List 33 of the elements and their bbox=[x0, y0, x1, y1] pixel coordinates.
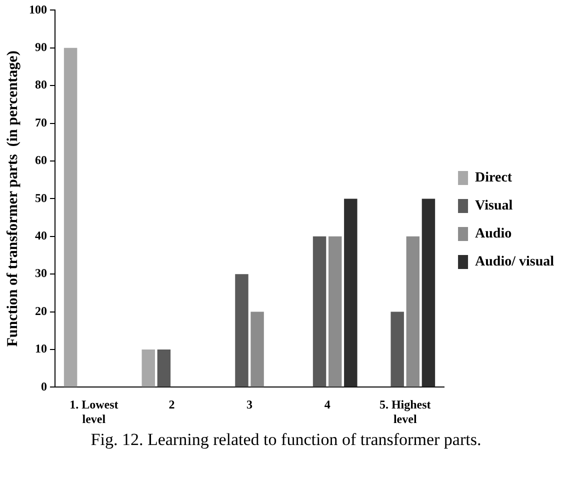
y-tick-label: 60 bbox=[35, 153, 47, 168]
x-tick-label: 5. Highest level bbox=[379, 397, 431, 426]
bar bbox=[422, 198, 436, 387]
y-tick-label: 90 bbox=[35, 40, 47, 54]
y-tick-label: 80 bbox=[35, 78, 47, 92]
bar bbox=[312, 236, 326, 387]
y-axis-title: Function of transformer parts (in percentage) bbox=[4, 50, 21, 347]
bar bbox=[406, 236, 420, 387]
y-tick-label: 0 bbox=[41, 379, 47, 394]
y-tick-label: 100 bbox=[29, 2, 47, 16]
x-tick-label: 3 bbox=[246, 397, 253, 412]
legend-label: Audio/ visual bbox=[475, 254, 554, 270]
legend-label: Audio bbox=[475, 226, 512, 242]
bar bbox=[390, 312, 404, 387]
bar bbox=[142, 350, 155, 387]
y-tick-label: 50 bbox=[35, 190, 47, 205]
legend-label: Visual bbox=[475, 198, 513, 214]
y-tick-label: 10 bbox=[35, 342, 47, 356]
bar bbox=[157, 350, 171, 387]
y-tick-label: 30 bbox=[35, 266, 47, 280]
bar bbox=[235, 274, 248, 387]
x-tick-label: 2 bbox=[168, 397, 175, 412]
x-tick-label: 1. Lowest level bbox=[70, 397, 118, 426]
y-tick-label: 20 bbox=[35, 304, 47, 318]
x-tick-label: 4 bbox=[324, 397, 330, 412]
bar bbox=[250, 312, 264, 387]
y-tick-label: 40 bbox=[35, 228, 47, 242]
bar bbox=[64, 48, 78, 387]
bar bbox=[344, 198, 358, 387]
caption: Fig. 12. Learning related to function of transformer parts. bbox=[90, 430, 482, 450]
bar bbox=[328, 236, 342, 387]
legend-label: Direct bbox=[475, 170, 512, 186]
y-tick-label: 70 bbox=[35, 115, 47, 130]
